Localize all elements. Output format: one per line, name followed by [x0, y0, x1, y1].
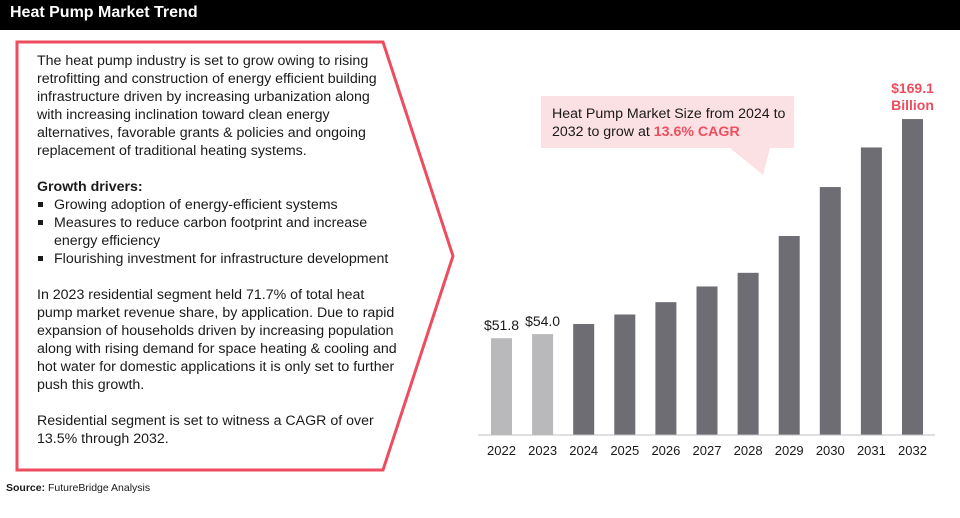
- tick-label-2029: 2029: [775, 443, 804, 458]
- bar-2026: [655, 302, 677, 435]
- bar-2029: [778, 236, 800, 435]
- data-labels-group: $51.8 $54.0 $169.1 Billion: [484, 80, 934, 333]
- tick-label-2022: 2022: [487, 443, 516, 458]
- bar-2032: [902, 119, 923, 436]
- tick-label-2030: 2030: [816, 443, 845, 458]
- bars-group: [491, 119, 923, 436]
- callout-bubble: [541, 96, 794, 175]
- source-label: Source:: [6, 482, 46, 494]
- callout-main-text: Heat Pump Market Size from 2024 to 2032 …: [552, 106, 786, 140]
- bar-2024: [573, 324, 595, 435]
- callout-cagr-highlight: 13.6% CAGR: [653, 124, 740, 140]
- data-label-2032: $169.1 Billion: [891, 80, 934, 113]
- driver-item: Measures to reduce carbon footprint and …: [37, 214, 397, 250]
- tick-labels-group: 2022 2023 2024 2025 2026 2027 2028 2029 2030 2031…: [487, 443, 927, 458]
- source-text: FutureBridge Analysis: [45, 482, 151, 494]
- tick-label-2026: 2026: [651, 443, 680, 458]
- drivers-list: Growing adoption of energy-efficient sys…: [37, 196, 397, 268]
- tick-label-2032: 2032: [898, 443, 927, 458]
- page-title: Heat Pump Market Trend: [10, 4, 198, 21]
- tick-label-2025: 2025: [610, 443, 639, 458]
- driver-item: Flourishing investment for infrastructur…: [37, 250, 397, 268]
- residential-share-paragraph: In 2023 residential segment held 71.7% o…: [37, 287, 397, 393]
- bar-2028: [737, 272, 759, 435]
- data-label-2023: $54.0: [525, 313, 560, 329]
- intro-paragraph: The heat pump industry is set to grow ow…: [37, 53, 377, 159]
- tick-label-2027: 2027: [693, 443, 722, 458]
- header-bar: Heat Pump Market Trend: [0, 0, 960, 30]
- bar-2030: [819, 187, 841, 435]
- text-panel: The heat pump industry is set to grow ow…: [37, 52, 397, 448]
- source-line: Source: FutureBridge Analysis: [6, 482, 150, 494]
- driver-item: Growing adoption of energy-efficient sys…: [37, 196, 397, 214]
- bar-2025: [614, 314, 636, 435]
- tick-label-2031: 2031: [857, 443, 886, 458]
- bar-2022: [491, 338, 512, 435]
- bar-2027: [696, 286, 718, 435]
- residential-cagr-paragraph: Residential segment is set to witness a …: [37, 413, 374, 447]
- bar-2031: [860, 147, 882, 435]
- drivers-heading: Growth drivers:: [37, 179, 143, 195]
- tick-label-2028: 2028: [734, 443, 763, 458]
- tick-label-2024: 2024: [569, 443, 598, 458]
- bar-2023: [532, 334, 554, 435]
- data-label-2022: $51.8: [484, 317, 519, 333]
- callout-text: Heat Pump Market Size from 2024 to 2032 …: [552, 105, 792, 141]
- tick-label-2023: 2023: [528, 443, 557, 458]
